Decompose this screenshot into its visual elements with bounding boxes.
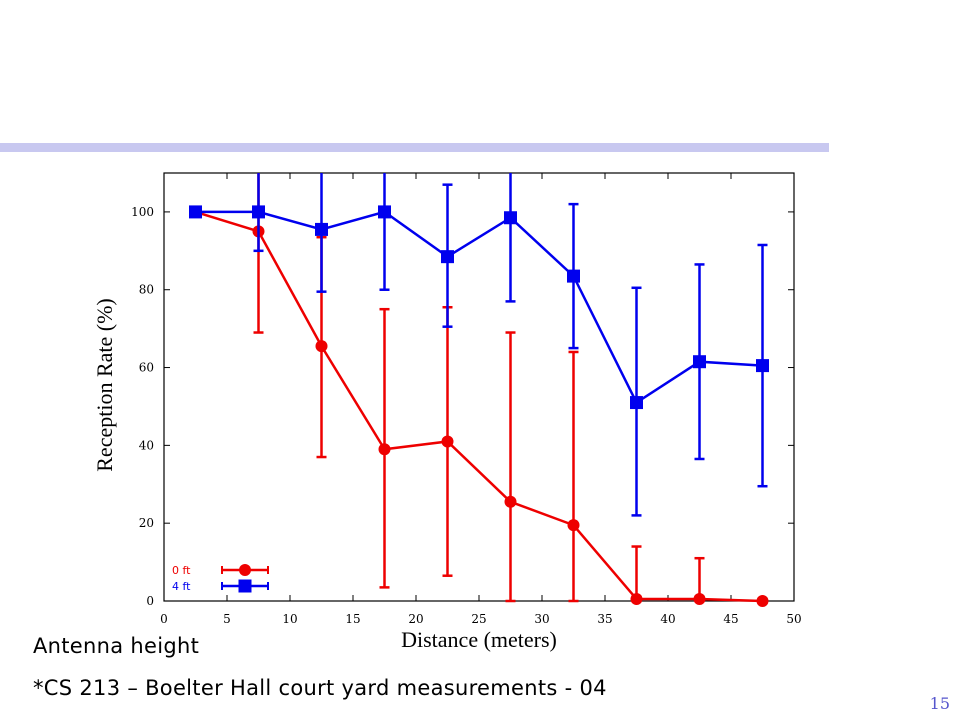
- caption-source: *CS 213 – Boelter Hall court yard measur…: [33, 676, 607, 700]
- data-point: [252, 205, 265, 219]
- x-tick-label: 0: [160, 612, 168, 626]
- x-tick-label: 45: [723, 612, 738, 626]
- x-tick-label: 40: [660, 612, 675, 626]
- data-point: [756, 359, 769, 373]
- data-point: [441, 250, 454, 264]
- series-line: [195, 210, 763, 405]
- series-line: [195, 210, 763, 603]
- x-tick-label: 20: [408, 612, 423, 626]
- x-tick-label: 10: [282, 612, 297, 626]
- y-tick-label: 40: [139, 438, 154, 452]
- y-tick-label: 20: [139, 516, 154, 530]
- x-tick-label: 30: [534, 612, 549, 626]
- data-point: [378, 205, 391, 219]
- x-tick-label: 50: [786, 612, 801, 626]
- legend-marker: [238, 579, 252, 593]
- title-accent-bar: [0, 143, 829, 152]
- data-point: [567, 519, 580, 532]
- legend-label: 0 ft: [172, 564, 191, 577]
- y-tick-label: 80: [139, 283, 154, 297]
- y-axis-label: Reception Rate (%): [92, 298, 117, 472]
- page-number: 15: [929, 694, 950, 713]
- legend-marker: [239, 564, 251, 576]
- data-point: [567, 269, 580, 283]
- x-tick-label: 35: [597, 612, 612, 626]
- x-tick-label: 25: [471, 612, 486, 626]
- data-point: [693, 355, 706, 369]
- data-point: [756, 595, 769, 607]
- data-point: [315, 222, 328, 236]
- data-point: [504, 495, 517, 508]
- data-point: [630, 396, 643, 410]
- caption-antenna-height: Antenna height: [33, 634, 200, 658]
- data-point: [693, 593, 706, 606]
- y-tick-label: 100: [131, 205, 154, 219]
- y-tick-label: 0: [146, 594, 154, 608]
- y-tick-label: 60: [139, 361, 154, 375]
- legend-label: 4 ft: [172, 580, 191, 593]
- data-point: [315, 340, 328, 353]
- x-tick-label: 15: [345, 612, 360, 626]
- data-point: [504, 211, 517, 225]
- data-point: [378, 443, 391, 456]
- x-axis-label: Distance (meters): [401, 627, 557, 652]
- data-point: [630, 593, 643, 606]
- data-point: [189, 205, 202, 219]
- data-point: [441, 435, 454, 448]
- x-tick-label: 5: [223, 612, 231, 626]
